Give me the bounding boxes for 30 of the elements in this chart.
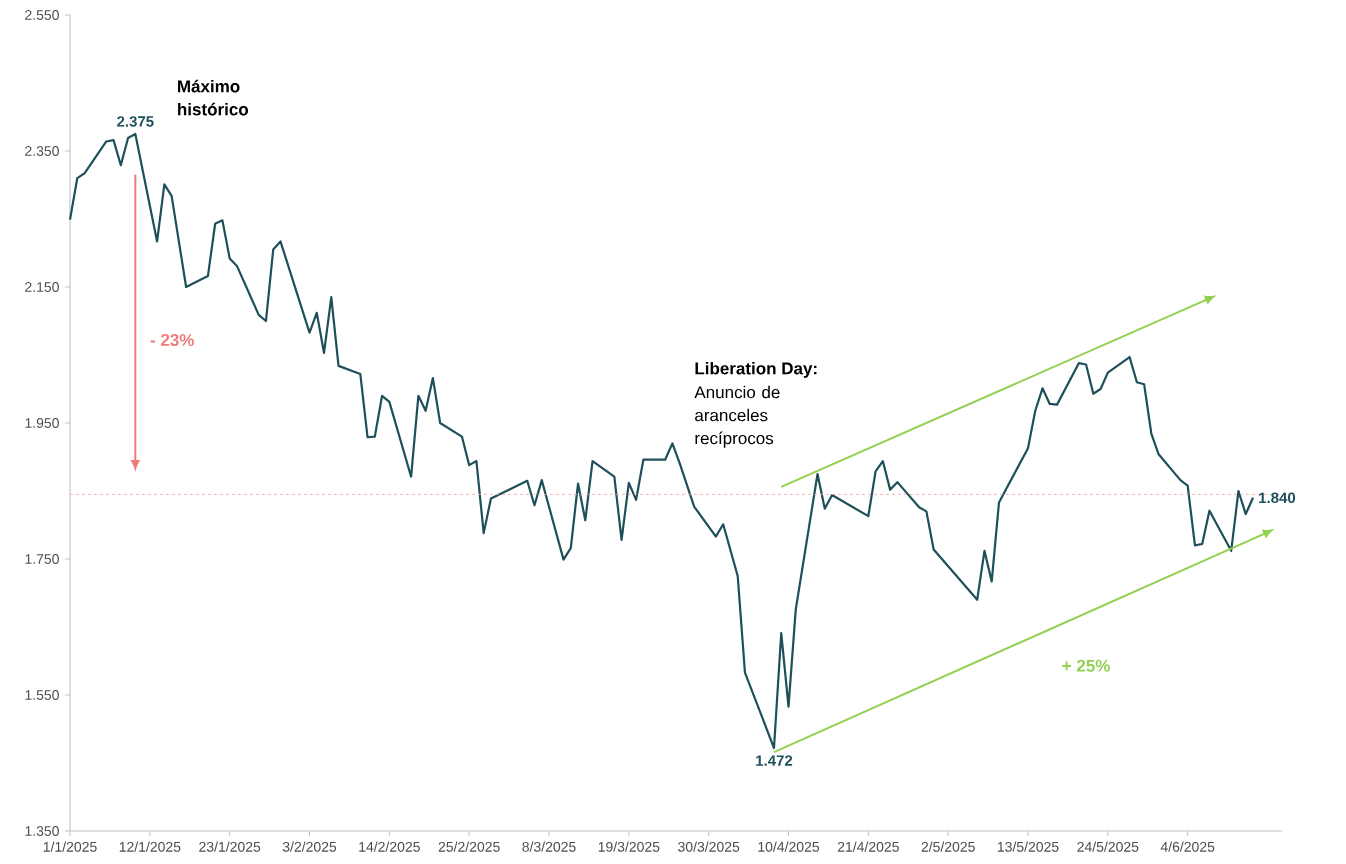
x-tick-label: 2/5/2025 (921, 841, 975, 852)
x-tick-label: 13/5/2025 (997, 841, 1059, 852)
y-tick-label: 1.950 (25, 418, 59, 428)
x-tick-label: 30/3/2025 (678, 841, 740, 852)
y-tick-label: 1.550 (25, 690, 59, 700)
x-tick-label: 1/1/2025 (43, 841, 97, 852)
x-tick-label: 23/1/2025 (199, 841, 261, 852)
annotation: 1.472 (756, 755, 793, 766)
y-tick-label: 2.550 (25, 10, 59, 20)
y-tick-label: 1.750 (25, 554, 59, 564)
y-tick-label: 1.350 (25, 826, 59, 836)
x-tick-label: 3/2/2025 (282, 841, 337, 852)
x-tick-label: 19/3/2025 (598, 841, 660, 852)
annotation: + 25% (1062, 659, 1110, 672)
annotation: 1.840 (1259, 492, 1296, 504)
x-tick-label: 10/4/2025 (758, 841, 820, 852)
x-tick-label: 25/2/2025 (438, 841, 500, 852)
annotation: 2.375 (117, 116, 154, 127)
annotation: Liberation Day: (695, 361, 817, 378)
annotation: Anuncio de aranceles recíprocos (694, 385, 780, 448)
y-tick-label: 2.350 (25, 146, 59, 156)
x-tick-label: 4/6/2025 (1160, 841, 1215, 852)
y-tick-label: 2.150 (25, 282, 59, 292)
x-tick-label: 24/5/2025 (1077, 841, 1139, 852)
x-tick-label: 8/3/2025 (522, 841, 576, 852)
annotation: Máximo histórico (178, 79, 249, 116)
x-tick-label: 21/4/2025 (837, 841, 899, 852)
x-tick-label: 12/1/2025 (119, 841, 181, 852)
annotation: - 23% (150, 333, 194, 347)
x-tick-label: 14/2/2025 (359, 841, 420, 852)
